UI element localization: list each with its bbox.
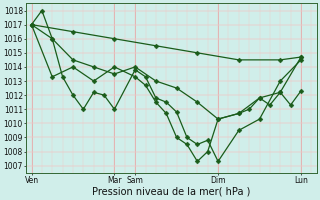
X-axis label: Pression niveau de la mer( hPa ): Pression niveau de la mer( hPa ) (92, 187, 251, 197)
